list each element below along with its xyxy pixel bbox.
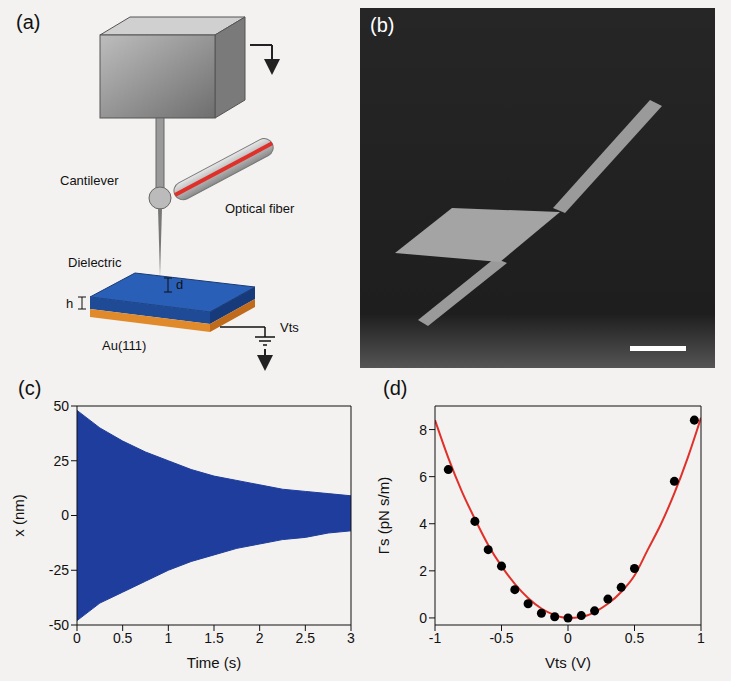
svg-text:0: 0 xyxy=(419,610,427,626)
svg-text:0.5: 0.5 xyxy=(113,630,133,646)
svg-text:-25: -25 xyxy=(49,562,69,578)
svg-text:4: 4 xyxy=(419,516,427,532)
svg-text:0: 0 xyxy=(73,630,81,646)
html-text:(c): (c) xyxy=(18,377,42,399)
svg-text:(a): (a) xyxy=(16,11,40,33)
svg-text:3: 3 xyxy=(347,630,355,646)
svg-text:Optical fiber: Optical fiber xyxy=(225,201,295,216)
svg-text:h: h xyxy=(66,296,73,311)
svg-text:1: 1 xyxy=(697,630,705,646)
svg-text:6: 6 xyxy=(419,469,427,485)
svg-text:50: 50 xyxy=(53,398,69,414)
svg-text:Dielectric: Dielectric xyxy=(68,255,122,270)
svg-text:d: d xyxy=(176,277,183,292)
svg-text:-50: -50 xyxy=(49,617,69,633)
svg-text:0.5: 0.5 xyxy=(625,630,645,646)
svg-text:x (nm): x (nm) xyxy=(10,494,27,537)
svg-text:Vts (V): Vts (V) xyxy=(545,654,591,671)
svg-text:1: 1 xyxy=(164,630,172,646)
svg-text:8: 8 xyxy=(419,422,427,438)
svg-text:Vts: Vts xyxy=(280,320,299,335)
svg-text:-0.5: -0.5 xyxy=(489,630,513,646)
svg-text:1.5: 1.5 xyxy=(204,630,224,646)
html-text:(d): (d) xyxy=(383,377,408,399)
svg-text:2: 2 xyxy=(256,630,264,646)
svg-text:Time (s): Time (s) xyxy=(187,654,241,671)
svg-text:Γs (pN s/m): Γs (pN s/m) xyxy=(375,477,392,554)
svg-text:0: 0 xyxy=(564,630,572,646)
svg-text:0: 0 xyxy=(61,507,69,523)
svg-text:Au(111): Au(111) xyxy=(102,338,146,353)
svg-text:2.5: 2.5 xyxy=(296,630,316,646)
svg-text:Cantilever: Cantilever xyxy=(60,173,119,188)
svg-text:-1: -1 xyxy=(429,630,442,646)
svg-text:2: 2 xyxy=(419,563,427,579)
svg-text:25: 25 xyxy=(53,453,69,469)
svg-text:(b): (b) xyxy=(370,14,394,36)
